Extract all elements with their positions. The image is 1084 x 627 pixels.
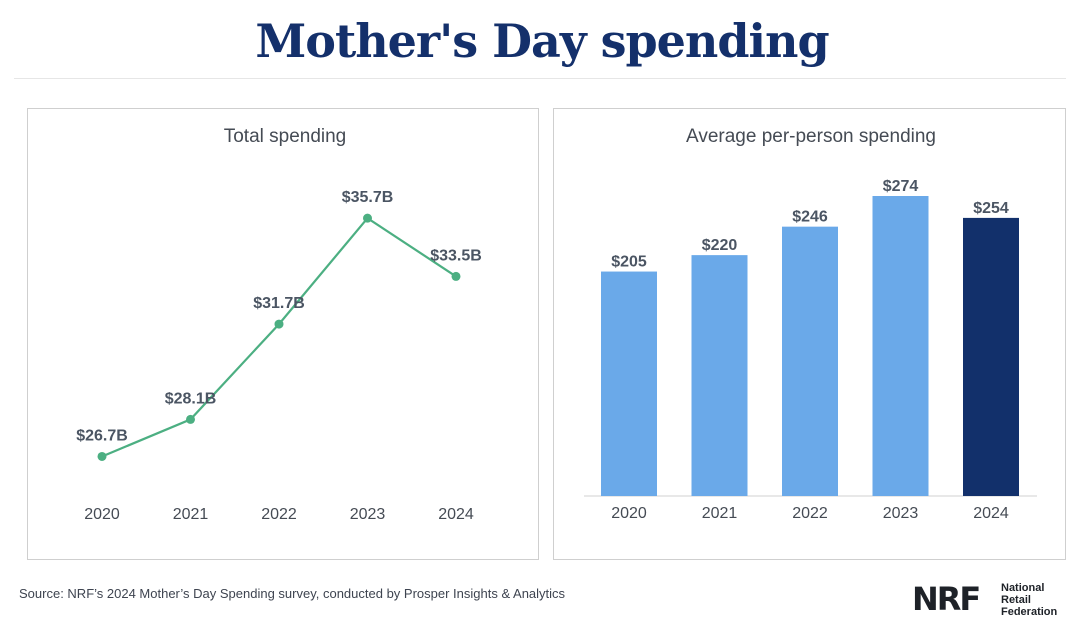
data-point-2021 xyxy=(186,414,195,424)
data-point-2020 xyxy=(97,451,107,461)
bar-2020 xyxy=(601,271,657,496)
bar-2024 xyxy=(963,217,1019,496)
x-tick-2023: 2023 xyxy=(350,506,386,523)
data-label-2022: $31.7B xyxy=(253,295,305,312)
logo-line: Federation xyxy=(1001,606,1058,618)
page-title: Mother's Day spending xyxy=(255,14,829,68)
logo-line: National xyxy=(1001,582,1045,594)
source-note: Source: NRF’s 2024 Mother’s Day Spending… xyxy=(19,586,566,601)
data-point-2023 xyxy=(363,213,372,223)
x-tick-2022: 2022 xyxy=(261,506,297,523)
x-tick-2020: 2020 xyxy=(84,506,120,523)
total-spending-chart: Total spending $26.7B 2020 $28.1B 2021 $31.7… xyxy=(76,126,482,523)
data-label-2020: $26.7B xyxy=(76,427,128,444)
logo-line: Retail xyxy=(1001,594,1031,606)
nrf-logo: NRF National Retail Federation xyxy=(912,580,1072,620)
bar-2022 xyxy=(782,226,838,497)
data-label-2020: $205 xyxy=(611,254,647,271)
x-tick-2020: 2020 xyxy=(611,505,647,522)
data-label-2024: $33.5B xyxy=(430,247,482,264)
line-chart-title: Total spending xyxy=(224,126,347,147)
per-person-spending-panel: Average per-person spending $205 2020 $220… xyxy=(553,108,1066,560)
x-tick-2023: 2023 xyxy=(883,505,919,522)
bar-chart-title: Average per-person spending xyxy=(686,126,936,147)
data-label-2021: $220 xyxy=(702,237,738,254)
total-spending-panel: Total spending $26.7B 2020 $28.1B 2021 $31.7… xyxy=(27,108,539,560)
x-tick-2024: 2024 xyxy=(973,505,1009,522)
bar-2021 xyxy=(691,255,748,496)
logo-mark: NRF xyxy=(912,580,981,618)
bar-2023 xyxy=(872,196,929,496)
data-label-2021: $28.1B xyxy=(165,390,217,407)
data-point-2022 xyxy=(274,319,284,329)
data-label-2023: $35.7B xyxy=(342,189,394,206)
data-label-2023: $274 xyxy=(883,178,919,195)
x-tick-2021: 2021 xyxy=(702,505,738,522)
logo-text: National Retail Federation xyxy=(1001,582,1057,618)
title-divider xyxy=(14,78,1066,79)
data-label-2022: $246 xyxy=(792,209,828,226)
data-point-2024 xyxy=(451,271,461,281)
data-label-2024: $254 xyxy=(973,200,1009,217)
x-tick-2024: 2024 xyxy=(438,506,474,523)
x-tick-2022: 2022 xyxy=(792,505,828,522)
x-tick-2021: 2021 xyxy=(173,506,209,523)
total-spending-line xyxy=(101,216,457,458)
per-person-spending-chart: Average per-person spending $205 2020 $220… xyxy=(584,126,1037,522)
